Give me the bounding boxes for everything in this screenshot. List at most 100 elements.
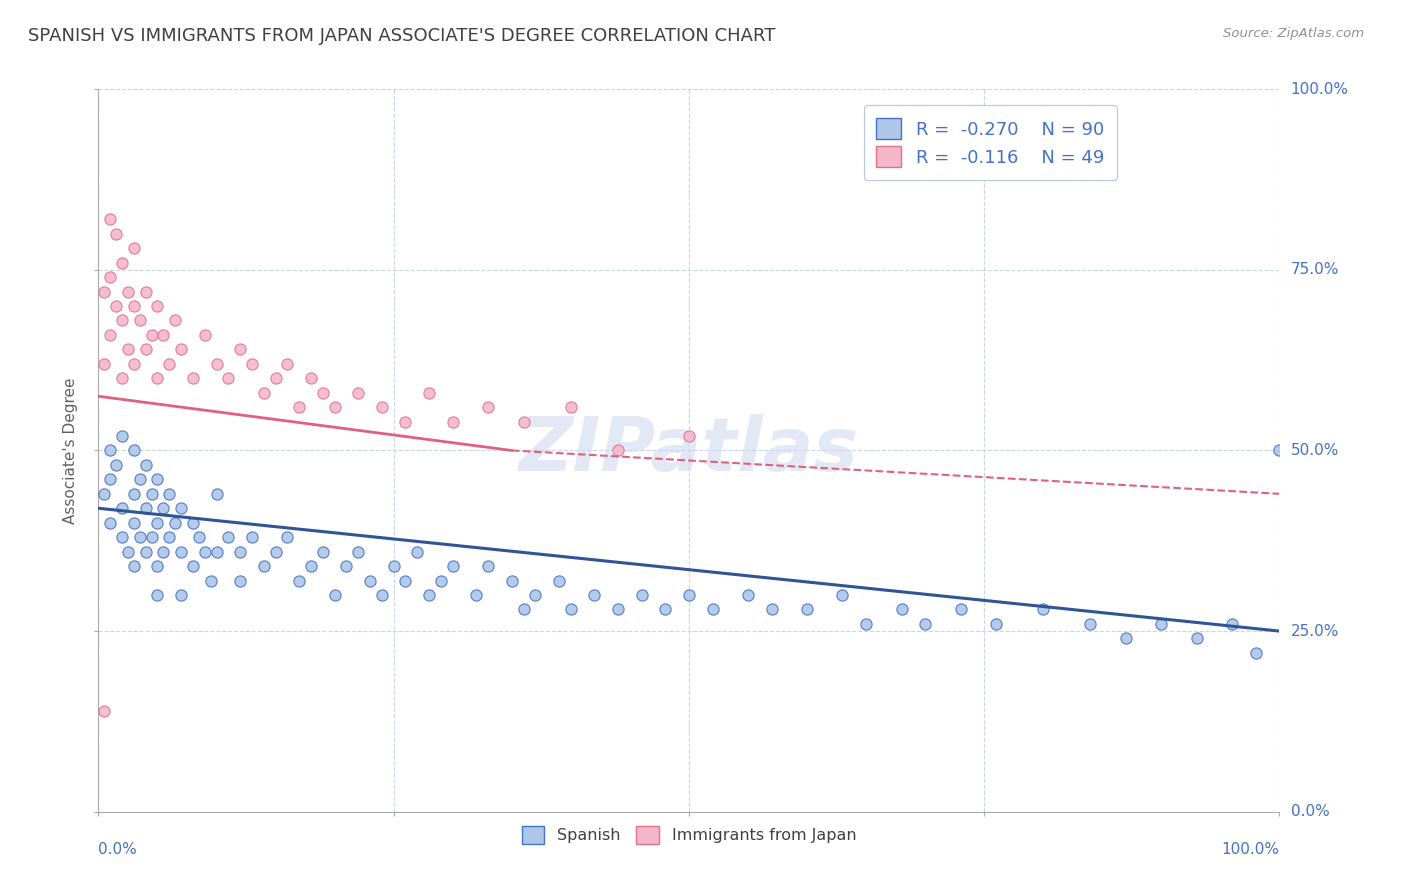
Point	[141, 530, 163, 544]
Text: 0.0%: 0.0%	[1291, 805, 1329, 819]
Point	[146, 371, 169, 385]
Point	[135, 285, 157, 299]
Point	[371, 400, 394, 414]
Point	[276, 530, 298, 544]
Point	[229, 343, 252, 357]
Point	[111, 371, 134, 385]
Point	[548, 574, 571, 588]
Point	[371, 588, 394, 602]
Point	[93, 357, 115, 371]
Point	[117, 544, 139, 558]
Point	[678, 429, 700, 443]
Point	[855, 616, 877, 631]
Point	[165, 313, 187, 327]
Point	[607, 602, 630, 616]
Point	[141, 327, 163, 342]
Point	[501, 574, 523, 588]
Point	[205, 357, 228, 371]
Text: 25.0%: 25.0%	[1291, 624, 1339, 639]
Point	[122, 516, 145, 530]
Point	[347, 544, 370, 558]
Point	[170, 343, 193, 357]
Point	[105, 458, 128, 472]
Point	[135, 458, 157, 472]
Point	[122, 487, 145, 501]
Point	[152, 501, 174, 516]
Point	[98, 516, 121, 530]
Point	[477, 559, 499, 574]
Point	[205, 487, 228, 501]
Point	[796, 602, 818, 616]
Point	[394, 574, 416, 588]
Point	[607, 443, 630, 458]
Point	[323, 400, 346, 414]
Text: 0.0%: 0.0%	[98, 842, 138, 857]
Point	[157, 530, 180, 544]
Point	[141, 487, 163, 501]
Point	[181, 559, 204, 574]
Point	[430, 574, 453, 588]
Point	[194, 327, 217, 342]
Point	[1032, 602, 1054, 616]
Text: Source: ZipAtlas.com: Source: ZipAtlas.com	[1223, 27, 1364, 40]
Point	[1150, 616, 1173, 631]
Y-axis label: Associate's Degree: Associate's Degree	[63, 377, 79, 524]
Point	[890, 602, 912, 616]
Point	[678, 588, 700, 602]
Point	[560, 400, 582, 414]
Point	[394, 415, 416, 429]
Legend: Spanish, Immigrants from Japan: Spanish, Immigrants from Japan	[516, 820, 862, 851]
Point	[831, 588, 853, 602]
Point	[98, 327, 121, 342]
Point	[512, 415, 534, 429]
Point	[441, 415, 464, 429]
Point	[128, 472, 150, 486]
Point	[288, 574, 311, 588]
Point	[264, 544, 287, 558]
Point	[229, 544, 252, 558]
Point	[1220, 616, 1243, 631]
Point	[465, 588, 488, 602]
Point	[512, 602, 534, 616]
Point	[165, 516, 187, 530]
Point	[560, 602, 582, 616]
Point	[122, 443, 145, 458]
Point	[146, 516, 169, 530]
Point	[128, 313, 150, 327]
Point	[105, 299, 128, 313]
Point	[477, 400, 499, 414]
Point	[170, 588, 193, 602]
Point	[181, 516, 204, 530]
Point	[98, 443, 121, 458]
Point	[152, 544, 174, 558]
Point	[200, 574, 222, 588]
Point	[187, 530, 209, 544]
Text: 75.0%: 75.0%	[1291, 262, 1339, 277]
Point	[146, 559, 169, 574]
Point	[122, 559, 145, 574]
Point	[1244, 646, 1267, 660]
Point	[111, 501, 134, 516]
Text: 100.0%: 100.0%	[1222, 842, 1279, 857]
Point	[105, 227, 128, 241]
Point	[111, 313, 134, 327]
Point	[157, 487, 180, 501]
Point	[737, 588, 759, 602]
Point	[135, 501, 157, 516]
Point	[299, 559, 322, 574]
Point	[170, 501, 193, 516]
Point	[630, 588, 652, 602]
Point	[441, 559, 464, 574]
Point	[111, 255, 134, 269]
Point	[217, 530, 239, 544]
Point	[288, 400, 311, 414]
Point	[98, 472, 121, 486]
Point	[1080, 616, 1102, 631]
Point	[181, 371, 204, 385]
Point	[312, 544, 335, 558]
Point	[382, 559, 405, 574]
Point	[418, 588, 440, 602]
Point	[205, 544, 228, 558]
Point	[194, 544, 217, 558]
Point	[347, 385, 370, 400]
